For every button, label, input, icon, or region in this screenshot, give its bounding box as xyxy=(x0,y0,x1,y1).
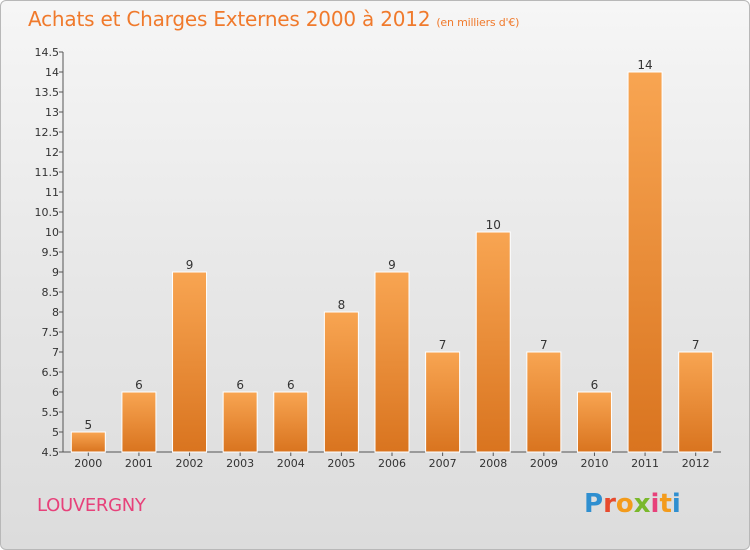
y-tick-label: 10 xyxy=(45,226,59,239)
logo-letter: i xyxy=(671,489,681,519)
y-tick-label: 14 xyxy=(45,66,59,79)
y-tick-label: 8 xyxy=(52,306,59,319)
data-label-2012: 7 xyxy=(692,338,700,352)
y-tick-label: 12.5 xyxy=(35,126,60,139)
data-label-2000: 5 xyxy=(84,418,92,432)
bars xyxy=(70,71,714,453)
y-tick-label: 4.5 xyxy=(42,446,60,459)
y-tick-label: 8.5 xyxy=(42,286,60,299)
data-label-2008: 10 xyxy=(486,218,501,232)
bar-2010 xyxy=(576,391,612,453)
x-tick-label-2000: 2000 xyxy=(74,457,102,470)
bar-2000 xyxy=(70,431,106,453)
y-tick-label: 13.5 xyxy=(35,86,60,99)
bar-2003 xyxy=(222,391,258,453)
bar-2005 xyxy=(323,311,359,453)
logo-letter: o xyxy=(615,489,634,519)
y-tick-label: 13 xyxy=(45,106,59,119)
y-tick-label: 12 xyxy=(45,146,59,159)
data-label-2004: 6 xyxy=(287,378,295,392)
y-tick-label: 11 xyxy=(45,186,59,199)
bar-2002 xyxy=(172,271,208,453)
axes: 4.5 5 5.5 6 6.5 7 7.5 8 8.5 9 9.5 10 10.5 11 11.5 12 12.… xyxy=(35,46,721,470)
x-tick-label-2012: 2012 xyxy=(682,457,710,470)
x-tick-label-2009: 2009 xyxy=(530,457,558,470)
y-tick-label: 7.5 xyxy=(42,326,60,339)
x-tick-label-2006: 2006 xyxy=(378,457,406,470)
bar-2007 xyxy=(425,351,461,453)
data-label-2011: 14 xyxy=(637,58,652,72)
town-name: LOUVERGNY xyxy=(37,495,146,516)
x-tick-label-2005: 2005 xyxy=(327,457,355,470)
y-tick-label: 9.5 xyxy=(42,246,60,259)
y-tick-label: 6.5 xyxy=(42,366,60,379)
y-tick-label: 14.5 xyxy=(35,46,60,59)
data-label-2002: 9 xyxy=(186,258,194,272)
bar-2008 xyxy=(475,231,511,453)
logo-letter: t xyxy=(659,489,672,519)
x-tick-label-2011: 2011 xyxy=(631,457,659,470)
x-tick-label-2007: 2007 xyxy=(429,457,457,470)
y-tick-label: 7 xyxy=(52,346,59,359)
x-tick-label-2001: 2001 xyxy=(125,457,153,470)
logo-letter: i xyxy=(650,489,660,519)
data-label-2010: 6 xyxy=(591,378,599,392)
x-tick-label-2003: 2003 xyxy=(226,457,254,470)
data-label-2001: 6 xyxy=(135,378,143,392)
bar-2001 xyxy=(121,391,157,453)
data-label-2005: 8 xyxy=(338,298,346,312)
y-tick-label: 5 xyxy=(52,426,59,439)
chart-title-text: Achats et Charges Externes 2000 à 2012 xyxy=(28,7,431,31)
data-label-2003: 6 xyxy=(236,378,244,392)
chart-title: Achats et Charges Externes 2000 à 2012 (e… xyxy=(28,7,519,31)
bar-2012 xyxy=(678,351,714,453)
data-label-2009: 7 xyxy=(540,338,548,352)
logo-letter: P xyxy=(584,489,604,519)
data-label-2006: 9 xyxy=(388,258,396,272)
chart-subtitle: (en milliers d'€) xyxy=(436,16,520,29)
logo-letter: r xyxy=(603,489,616,519)
bar-2011 xyxy=(627,71,663,453)
x-tick-label-2008: 2008 xyxy=(479,457,507,470)
y-tick-label: 11.5 xyxy=(35,166,60,179)
x-tick-label-2002: 2002 xyxy=(176,457,204,470)
y-tick-label: 10.5 xyxy=(35,206,60,219)
y-tick-label: 5.5 xyxy=(42,406,60,419)
x-tick-label-2004: 2004 xyxy=(277,457,305,470)
data-labels: 5 6 9 6 6 8 9 7 10 7 6 14 7 xyxy=(84,58,699,432)
y-tick-label: 9 xyxy=(52,266,59,279)
y-tick-label: 6 xyxy=(52,386,59,399)
x-tick-label-2010: 2010 xyxy=(580,457,608,470)
bar-2006 xyxy=(374,271,410,453)
bar-2004 xyxy=(273,391,309,453)
data-label-2007: 7 xyxy=(439,338,447,352)
logo-letter: x xyxy=(633,489,651,519)
proxiti-logo: Proxiti xyxy=(584,489,681,519)
bar-2009 xyxy=(526,351,562,453)
